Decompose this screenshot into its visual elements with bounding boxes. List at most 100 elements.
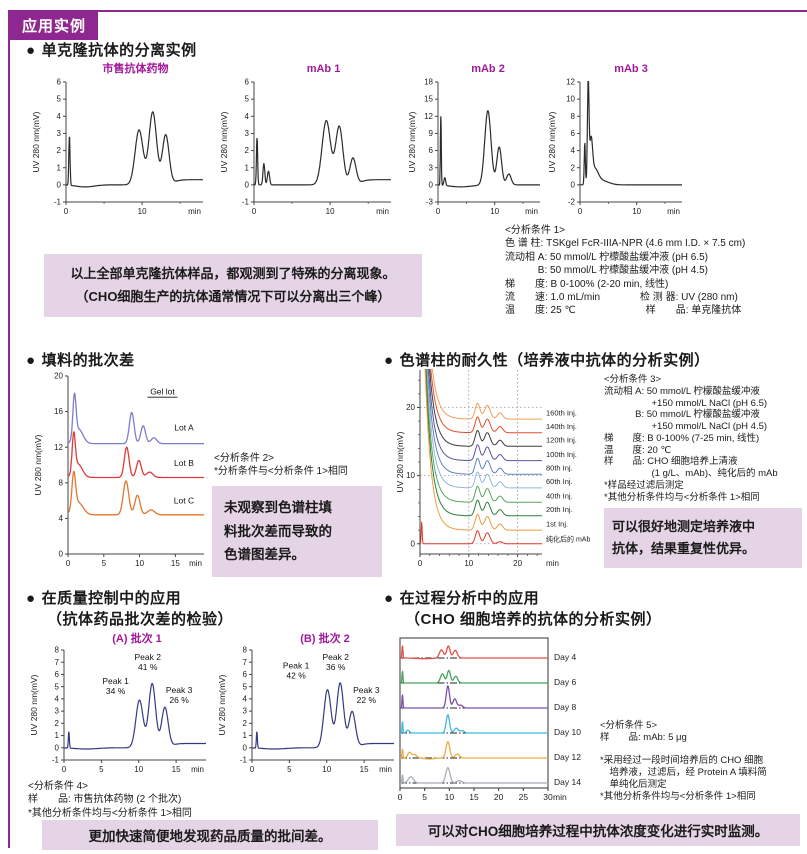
svg-text:5: 5 [55, 682, 60, 691]
svg-text:6: 6 [245, 78, 250, 87]
svg-text:30: 30 [543, 792, 553, 802]
svg-text:0: 0 [245, 180, 250, 189]
svg-text:18: 18 [424, 78, 433, 87]
svg-text:10: 10 [566, 95, 575, 104]
bullet-icon: ● [26, 42, 36, 59]
section4-title-line2: （抗体药品批次差的检验） [47, 611, 234, 628]
svg-text:Day 14: Day 14 [554, 777, 581, 787]
svg-text:5: 5 [245, 95, 250, 104]
chart-cho-days: Day 4 Day 6 Day 8 Day 10 Day 12 Day 14 0 5 10 15 2… [394, 634, 606, 808]
section4-title-line1-wrap: ● 在质量控制中的应用 [26, 588, 233, 609]
section1-heading: ● 单克隆抗体的分离实例 [26, 40, 197, 61]
svg-text:20: 20 [494, 792, 504, 802]
svg-text:2: 2 [245, 146, 250, 155]
chart-title-mab3: mAb 3 [614, 63, 648, 75]
svg-text:min: min [667, 207, 680, 216]
svg-text:10: 10 [326, 207, 335, 216]
svg-text:2: 2 [55, 719, 60, 728]
svg-text:100th Inj.: 100th Inj. [546, 450, 577, 459]
svg-text:20: 20 [513, 559, 522, 568]
svg-text:10: 10 [138, 207, 147, 216]
svg-text:Peak 241 %: Peak 2 41 % [134, 652, 161, 672]
svg-text:12: 12 [566, 78, 575, 87]
svg-text:15: 15 [172, 765, 181, 774]
chart-title-mab1: mAb 1 [306, 63, 341, 75]
svg-text:20: 20 [54, 372, 63, 381]
svg-text:5: 5 [102, 559, 107, 568]
svg-text:-3: -3 [426, 198, 434, 207]
svg-text:5: 5 [422, 792, 427, 802]
svg-text:min: min [553, 792, 567, 802]
chart-durability: 0 10 20 0 10 20 min UV 280 nm(mV) 160th Inj. 140t… [394, 366, 604, 578]
chromatogram-cho-days: Day 4 Day 6 Day 8 Day 10 Day 12 Day 14 0 5 10 15 2… [398, 637, 581, 802]
svg-text:10: 10 [632, 207, 641, 216]
svg-text:0: 0 [64, 207, 69, 216]
svg-text:0: 0 [57, 180, 62, 189]
svg-text:3: 3 [245, 129, 250, 138]
section4-title-line1: 在质量控制中的应用 [41, 590, 182, 607]
svg-text:Day 10: Day 10 [554, 727, 581, 737]
chromatogram-durability: 0 10 20 0 10 20 min UV 280 nm(mV) 160th Inj. 140t… [395, 369, 590, 568]
section4-heading: ● 在质量控制中的应用 （抗体药品批次差的检验） [26, 588, 233, 630]
bullet-icon: ● [384, 590, 394, 607]
svg-text:0: 0 [66, 559, 71, 568]
svg-text:1st Inj.: 1st Inj. [546, 519, 568, 528]
svg-text:UV 280 nm(mV): UV 280 nm(mV) [29, 674, 39, 735]
svg-text:10: 10 [406, 471, 415, 480]
svg-text:80th Inj.: 80th Inj. [546, 463, 573, 472]
svg-text:10: 10 [445, 792, 455, 802]
bullet-icon: ● [384, 352, 394, 369]
svg-text:5: 5 [287, 765, 292, 774]
svg-text:16: 16 [54, 407, 63, 416]
section3-title: 色谱柱的耐久性（培养液中抗体的分析实例） [399, 352, 710, 369]
svg-text:4: 4 [57, 112, 62, 121]
svg-text:4: 4 [55, 694, 60, 703]
section5-heading: ● 在过程分析中的应用 （CHO 细胞培养的抗体的分析实例） [384, 588, 662, 630]
svg-text:25: 25 [519, 792, 529, 802]
svg-text:Peak 142 %: Peak 1 42 % [283, 660, 310, 680]
section5-title-line1-wrap: ● 在过程分析中的应用 [384, 588, 662, 609]
left-rule [8, 10, 10, 848]
analysis-conditions-1: <分析条件 1> 色 谱 柱: TSKgel FcR-IIIA-NPR (4.6… [505, 225, 746, 317]
svg-text:6: 6 [57, 78, 62, 87]
svg-text:8: 8 [571, 112, 576, 121]
svg-text:15: 15 [171, 559, 180, 568]
svg-text:Lot A: Lot A [174, 422, 194, 432]
svg-text:min: min [376, 207, 389, 216]
svg-text:UV 280 nm(mV): UV 280 nm(mV) [407, 111, 417, 172]
chart-gel-lot: 0 4 8 12 16 20 0 5 10 15 min UV 280 nm(mV) Gel lot Lo… [32, 368, 210, 580]
svg-text:1: 1 [55, 731, 60, 740]
svg-text:6: 6 [243, 670, 248, 679]
svg-text:2: 2 [571, 163, 576, 172]
svg-text:6: 6 [55, 670, 60, 679]
svg-text:UV 280 nm(mV): UV 280 nm(mV) [395, 431, 405, 492]
svg-text:4: 4 [571, 146, 576, 155]
svg-text:5: 5 [99, 765, 104, 774]
svg-text:8: 8 [243, 646, 248, 655]
page-title: 应用实例 [22, 18, 87, 35]
section2-title: 填料的批次差 [41, 352, 135, 369]
chart-mab2: mAb 2 -3 0 3 6 9 12 15 18 0 10 min UV 280 nm(mV) [406, 62, 546, 224]
section2-heading: ● 填料的批次差 [26, 350, 135, 371]
analysis-conditions-3: <分析条件 3> 流动相 A: 50 mmol/L 柠檬酸盐缓冲液 +150 m… [604, 374, 778, 503]
chart-batch1: (A) 批次 1 -1 0 1 2 3 4 5 6 7 8 0 5 10 15 min UV 280 nm(m… [28, 632, 218, 782]
svg-text:60th Inj.: 60th Inj. [546, 477, 573, 486]
chart-title-batch1: (A) 批次 1 [112, 633, 162, 645]
svg-text:15: 15 [469, 792, 479, 802]
svg-text:3: 3 [243, 707, 248, 716]
note-box-lot-difference: 未观察到色谱柱填 料批次差而导致的 色谱图差异。 [212, 486, 382, 577]
svg-text:0: 0 [59, 550, 64, 559]
svg-text:min: min [188, 207, 201, 216]
svg-text:Lot C: Lot C [174, 495, 194, 505]
svg-text:Day 8: Day 8 [554, 702, 576, 712]
svg-text:10: 10 [490, 207, 499, 216]
svg-text:15: 15 [424, 95, 433, 104]
svg-text:Day 4: Day 4 [554, 652, 576, 662]
note-box-durability: 可以很好地测定培养液中 抗体，结果重复性优异。 [604, 508, 802, 569]
svg-text:6: 6 [429, 146, 434, 155]
svg-text:10: 10 [135, 559, 144, 568]
note-box-separation: 以上全部单克隆抗体样品，都观测到了特殊的分离现象。 （CHO细胞生产的抗体通常情… [44, 254, 422, 317]
